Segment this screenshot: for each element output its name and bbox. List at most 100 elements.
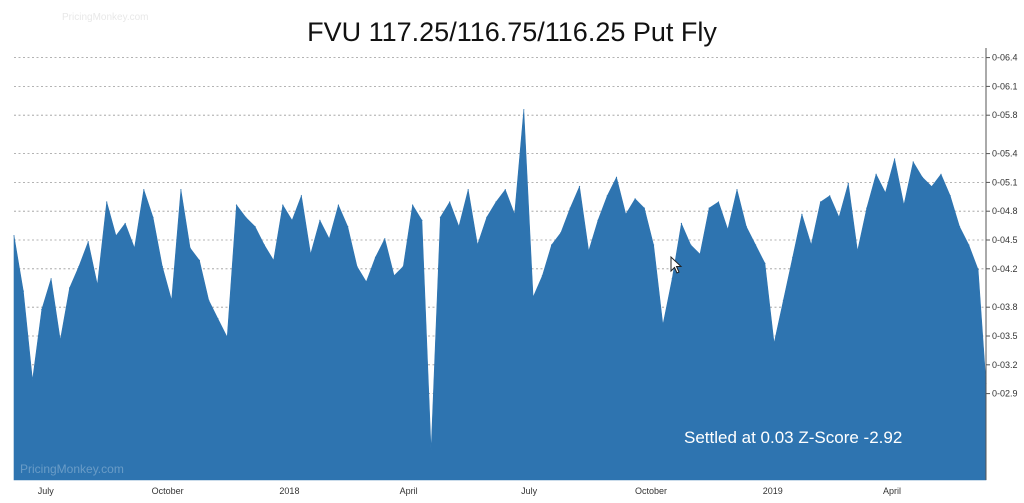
data-point — [208, 299, 210, 301]
data-point — [254, 226, 256, 228]
pricingmonkey-watermark: PricingMonkey.com — [20, 462, 124, 476]
y-tick-label: 0-04.8 — [992, 206, 1018, 216]
data-point — [430, 450, 432, 452]
data-point — [300, 195, 302, 197]
data-point — [226, 336, 228, 338]
data-point — [393, 275, 395, 277]
data-point — [755, 244, 757, 246]
data-point — [940, 173, 942, 175]
data-point — [374, 256, 377, 258]
data-point — [569, 207, 571, 209]
data-point — [106, 201, 108, 203]
data-point — [467, 189, 469, 191]
data-point — [328, 238, 330, 240]
data-point — [662, 324, 664, 326]
data-point — [13, 235, 15, 237]
data-point — [578, 186, 581, 188]
y-tick-label: 0-05.4 — [992, 149, 1018, 159]
data-point — [875, 173, 877, 175]
data-point — [912, 161, 914, 163]
data-point — [282, 204, 284, 206]
y-tick-label: 0-06.4 — [992, 53, 1018, 63]
data-point — [402, 265, 404, 268]
data-point — [903, 204, 905, 206]
y-tick-label: 0-06.1 — [992, 81, 1018, 91]
data-point — [365, 281, 367, 283]
data-point — [504, 189, 506, 191]
data-point — [133, 247, 136, 249]
data-point — [143, 189, 145, 191]
data-point — [690, 244, 692, 246]
top-left-watermark: PricingMonkey.com — [62, 12, 149, 23]
data-point — [319, 219, 321, 221]
x-tick-label: 2018 — [279, 486, 299, 496]
y-tick-label: 0-03.2 — [992, 360, 1018, 370]
data-point — [310, 253, 312, 255]
data-point — [717, 201, 720, 203]
data-point — [421, 219, 423, 221]
series-points — [13, 109, 987, 452]
data-point — [50, 278, 52, 280]
data-point — [412, 204, 414, 206]
data-point — [384, 238, 386, 240]
data-point — [273, 259, 275, 261]
y-tick-label: 0-02.9 — [992, 389, 1018, 399]
data-point — [671, 278, 673, 280]
data-point — [59, 339, 61, 341]
series-area — [13, 109, 987, 481]
data-point — [439, 216, 441, 218]
data-point — [41, 308, 43, 311]
x-tick-label: 2019 — [763, 486, 783, 496]
data-point — [124, 222, 126, 225]
data-point — [597, 219, 599, 221]
data-point — [921, 176, 924, 178]
data-point — [449, 201, 451, 203]
settlement-annotation: Settled at 0.03 Z-Score -2.92 — [684, 428, 902, 447]
data-point — [810, 244, 812, 246]
data-point — [773, 342, 775, 344]
data-point — [745, 226, 747, 228]
x-tick-label: July — [38, 486, 55, 496]
data-point — [931, 186, 933, 188]
x-tick-label: October — [635, 486, 667, 496]
data-point — [764, 262, 766, 264]
y-tick-label: 0-03.5 — [992, 331, 1018, 341]
chart-title: FVU 117.25/116.75/116.25 Put Fly — [307, 17, 717, 47]
data-point — [884, 192, 887, 194]
data-point — [495, 201, 497, 203]
data-point — [22, 290, 24, 292]
data-point — [152, 216, 154, 218]
data-point — [829, 195, 831, 197]
data-point — [680, 222, 683, 225]
data-point — [792, 256, 794, 258]
mouse-cursor-icon — [670, 255, 683, 274]
data-point — [96, 284, 98, 286]
x-axis-ticks: July October 2018 April July October 2019 April — [38, 486, 901, 496]
data-point — [532, 296, 534, 298]
data-point — [727, 229, 729, 231]
data-point — [551, 244, 553, 246]
data-point — [180, 189, 182, 191]
data-point — [217, 318, 219, 320]
data-point — [560, 232, 562, 234]
data-point — [819, 201, 822, 203]
y-tick-label: 0-04.5 — [992, 235, 1018, 245]
x-tick-label: April — [400, 486, 418, 496]
data-point — [968, 244, 970, 246]
data-point — [782, 299, 785, 301]
y-tick-label: 0-03.8 — [992, 302, 1018, 312]
data-point — [736, 189, 738, 191]
data-point — [653, 244, 655, 246]
data-point — [958, 226, 961, 228]
data-point — [78, 265, 80, 268]
data-point — [31, 379, 34, 381]
data-point — [189, 247, 191, 249]
data-point — [541, 275, 544, 277]
data-point — [476, 244, 479, 246]
data-point — [115, 235, 117, 237]
data-point — [245, 216, 247, 218]
data-point — [643, 207, 645, 209]
x-tick-label: October — [152, 486, 184, 496]
data-point — [615, 176, 618, 178]
data-point — [161, 265, 163, 268]
